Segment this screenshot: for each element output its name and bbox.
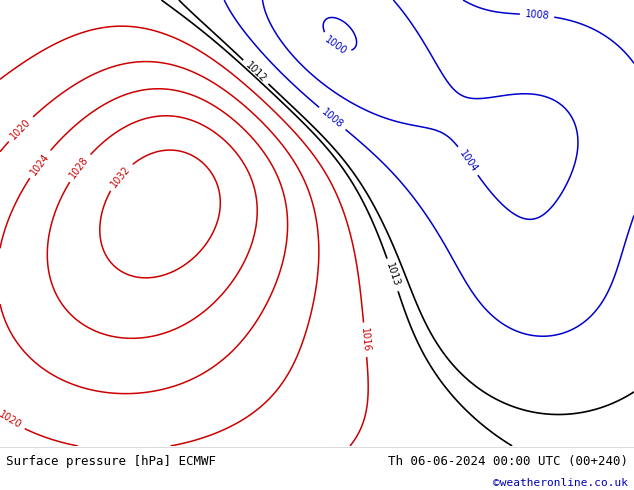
Text: ©weatheronline.co.uk: ©weatheronline.co.uk [493, 478, 628, 489]
Text: 1008: 1008 [320, 107, 345, 130]
Text: 1032: 1032 [108, 164, 132, 189]
Text: 1020: 1020 [0, 410, 23, 431]
Text: Th 06-06-2024 00:00 UTC (00+240): Th 06-06-2024 00:00 UTC (00+240) [387, 455, 628, 468]
Text: 1028: 1028 [68, 155, 91, 181]
Text: 1008: 1008 [524, 9, 550, 21]
Text: 1020: 1020 [8, 117, 33, 141]
Text: 1016: 1016 [359, 327, 372, 352]
Text: 1013: 1013 [384, 262, 401, 288]
Text: 1004: 1004 [457, 148, 479, 174]
Text: 1012: 1012 [243, 60, 268, 84]
Text: 1000: 1000 [322, 34, 348, 56]
Text: 1024: 1024 [29, 151, 51, 177]
Text: Surface pressure [hPa] ECMWF: Surface pressure [hPa] ECMWF [6, 455, 216, 468]
